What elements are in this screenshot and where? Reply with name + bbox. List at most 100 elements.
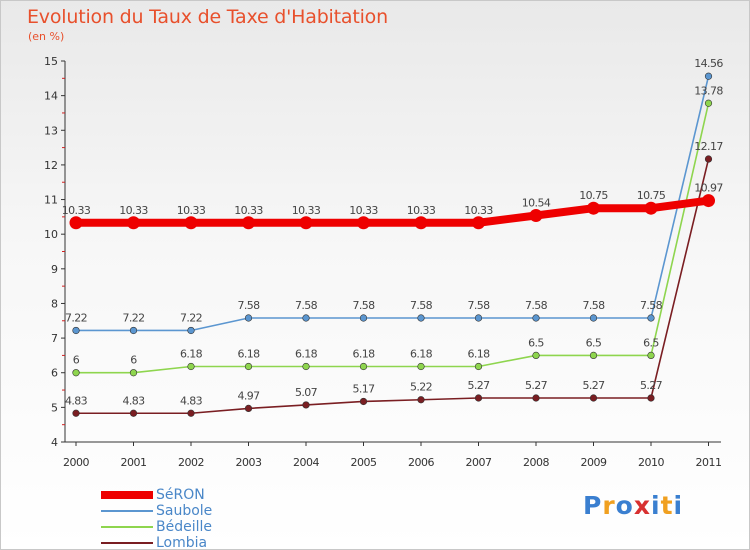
y-tick-label: 12 — [44, 159, 58, 172]
data-label: 5.17 — [352, 382, 375, 395]
data-label: 10.75 — [637, 189, 666, 202]
y-tick-label: 10 — [44, 228, 58, 241]
data-label: 6.5 — [643, 336, 659, 349]
y-tick-label: 6 — [51, 367, 58, 380]
data-point — [589, 314, 598, 322]
data-point — [644, 201, 658, 215]
data-point — [244, 314, 253, 322]
data-label: 6.18 — [410, 347, 433, 360]
data-label: 7.22 — [122, 311, 144, 324]
data-point — [244, 362, 253, 371]
data-point — [589, 351, 598, 360]
data-label: 7.58 — [410, 299, 433, 312]
data-label: 7.58 — [640, 299, 663, 312]
data-label: 12.17 — [694, 140, 723, 153]
data-label: 5.27 — [640, 379, 663, 392]
data-point — [359, 362, 368, 371]
proxiti-logo: Proxiti — [583, 491, 683, 520]
data-point — [474, 362, 483, 371]
logo-letter: r — [602, 491, 616, 520]
data-label: 7.22 — [180, 311, 202, 324]
data-point — [647, 351, 655, 360]
y-tick-label: 15 — [44, 55, 58, 68]
y-tick-label: 5 — [51, 401, 58, 414]
data-point — [417, 314, 425, 322]
data-label: 13.78 — [694, 84, 723, 97]
data-point — [69, 216, 83, 230]
data-label: 5.22 — [410, 381, 432, 394]
data-label: 4.83 — [180, 394, 203, 407]
data-label: 7.22 — [65, 311, 87, 324]
data-label: 10.75 — [579, 189, 608, 202]
data-point — [72, 409, 80, 417]
data-point — [472, 216, 485, 230]
legend-swatch — [101, 526, 153, 528]
data-label: 10.33 — [464, 204, 493, 217]
x-tick-label: 2011 — [696, 456, 722, 469]
data-point — [647, 394, 655, 402]
data-label: 7.58 — [352, 299, 375, 312]
data-label: 10.33 — [119, 204, 148, 217]
data-point — [474, 394, 483, 402]
data-point — [129, 409, 138, 417]
data-point — [299, 216, 313, 230]
x-tick-label: 2010 — [638, 456, 664, 469]
data-point — [704, 72, 713, 80]
data-point — [359, 314, 368, 322]
legend-label: Saubole — [156, 503, 213, 519]
data-point — [417, 362, 425, 371]
data-label: 6.18 — [467, 347, 490, 360]
x-tick-label: 2003 — [236, 456, 262, 469]
y-tick-label: 4 — [51, 436, 58, 449]
logo-letter: o — [615, 491, 634, 520]
chart-unit: (en %) — [28, 30, 65, 43]
x-tick-label: 2000 — [63, 456, 89, 469]
logo-letter: x — [633, 491, 651, 520]
x-tick-label: 2001 — [121, 456, 147, 469]
data-point — [72, 369, 80, 377]
y-tick-label: 14 — [44, 90, 58, 103]
y-tick-label: 7 — [51, 332, 58, 345]
data-point — [187, 409, 195, 417]
legend-swatch — [101, 510, 153, 512]
data-point — [532, 314, 540, 322]
x-tick-label: 2005 — [351, 456, 377, 469]
legend-item: Lombia — [101, 535, 301, 549]
data-point — [184, 216, 198, 230]
data-label: 5.27 — [467, 379, 490, 392]
data-point — [417, 396, 425, 404]
data-point — [72, 326, 80, 335]
data-label: 7.58 — [295, 299, 318, 312]
data-point — [414, 216, 428, 230]
data-label: 10.33 — [407, 204, 436, 217]
data-point — [532, 351, 540, 360]
data-point — [244, 404, 253, 413]
data-label: 10.33 — [292, 204, 321, 217]
legend-item: Bédeille — [101, 519, 301, 535]
data-point — [129, 326, 138, 335]
data-label: 10.33 — [349, 204, 378, 217]
data-label: 4.97 — [237, 389, 260, 402]
data-point — [187, 326, 195, 335]
data-label: 7.58 — [237, 299, 260, 312]
data-label: 7.58 — [525, 299, 548, 312]
data-label: 10.33 — [177, 204, 206, 217]
logo-letter: i — [673, 491, 684, 520]
data-label: 7.58 — [582, 299, 605, 312]
legend-label: SéRON — [156, 487, 205, 503]
y-tick-label: 13 — [44, 124, 58, 137]
data-point — [532, 394, 540, 402]
data-label: 6.18 — [295, 347, 318, 360]
data-point — [187, 362, 195, 371]
data-point — [302, 401, 310, 409]
data-point — [647, 314, 655, 322]
data-point — [529, 208, 543, 222]
data-label: 4.83 — [65, 394, 88, 407]
y-tick-label: 8 — [51, 297, 58, 310]
data-point — [704, 155, 713, 163]
data-point — [127, 216, 140, 230]
data-point — [474, 314, 483, 322]
logo-letter: t — [660, 491, 674, 520]
